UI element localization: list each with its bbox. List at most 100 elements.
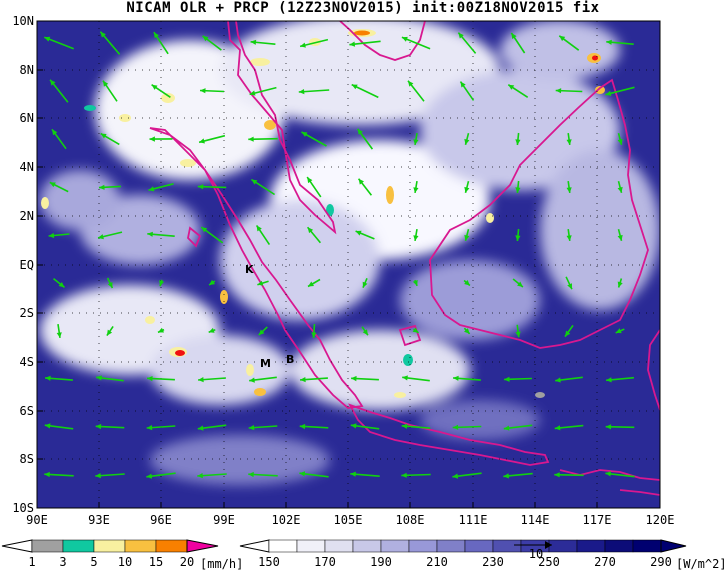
precip-colorbar-label: 20 xyxy=(180,555,194,569)
precip-colorbar xyxy=(1,539,219,553)
wind-arrow xyxy=(200,226,224,244)
olr-colorbar-label: 150 xyxy=(258,555,280,569)
wind-arrow xyxy=(300,377,328,383)
wind-arrow xyxy=(301,131,327,147)
wind-arrow xyxy=(558,35,580,51)
wind-arrow xyxy=(566,132,572,146)
wind-arrow xyxy=(157,327,165,334)
wind-arrow xyxy=(306,226,322,244)
wind-arrow xyxy=(197,184,227,190)
wind-arrow xyxy=(197,424,227,431)
wind-arrow xyxy=(248,471,278,478)
olr-unit-label: [W/m^2] xyxy=(676,557,726,571)
wind-arrow xyxy=(257,280,269,286)
wind-arrow xyxy=(149,136,173,142)
olr-colorbar-swatch xyxy=(296,539,326,553)
wind-arrow xyxy=(512,278,524,288)
wind-arrow xyxy=(199,88,225,94)
y-tick-label: 10N xyxy=(12,14,34,28)
precip-colorbar-arrow-low xyxy=(1,539,33,553)
olr-colorbar-swatch xyxy=(352,539,382,553)
wind-arrow xyxy=(146,472,176,479)
wind-arrow xyxy=(555,88,583,94)
precip-colorbar-arrow-high xyxy=(186,539,219,553)
precip-colorbar-label: 10 xyxy=(118,555,132,569)
wind-arrow xyxy=(311,324,317,338)
wind-arrow xyxy=(258,326,268,336)
wind-arrow xyxy=(459,81,475,101)
wind-arrow xyxy=(413,180,419,194)
wind-arrow xyxy=(350,423,380,430)
wind-arrow xyxy=(515,228,521,242)
wind-arrow xyxy=(106,325,114,337)
wind-arrow xyxy=(412,279,418,287)
wind-arrow xyxy=(97,231,123,240)
olr-colorbar-swatch xyxy=(324,539,354,553)
wind-arrow xyxy=(102,80,118,102)
wind-arrow xyxy=(250,178,276,196)
wind-arrow xyxy=(98,184,122,190)
wind-arrow xyxy=(504,376,532,382)
olr-colorbar-swatch xyxy=(464,539,494,553)
wind-arrow xyxy=(153,31,169,55)
olr-colorbar-swatch xyxy=(604,539,634,553)
wind-arrow xyxy=(507,84,529,98)
olr-colorbar-swatch xyxy=(576,539,606,553)
olr-colorbar-swatch xyxy=(268,539,298,553)
wind-arrow xyxy=(299,38,329,48)
wind-arrow xyxy=(464,180,470,194)
wind-arrow xyxy=(457,32,477,54)
x-tick-label: 108E xyxy=(396,513,425,527)
wind-arrow xyxy=(56,323,62,339)
y-tick-label: 10S xyxy=(12,501,34,515)
precip-colorbar-swatch xyxy=(93,539,126,553)
wind-arrow xyxy=(49,79,69,103)
y-tick-label: 8S xyxy=(20,452,34,466)
wind-arrow xyxy=(452,472,482,479)
y-tick-label: 2S xyxy=(20,306,34,320)
wind-arrow xyxy=(402,375,430,382)
wind-arrow xyxy=(554,424,584,431)
wind-arrow xyxy=(566,228,572,242)
wind-arrow xyxy=(49,181,69,193)
olr-colorbar-swatch xyxy=(632,539,662,553)
wind-arrow xyxy=(617,278,623,288)
olr-colorbar-label: 250 xyxy=(538,555,560,569)
precip-colorbar-label: 5 xyxy=(90,555,97,569)
olr-colorbar-label: 290 xyxy=(650,555,672,569)
wind-arrow xyxy=(350,471,380,477)
figure-title: NICAM OLR + PRCP (12Z23NOV2015) init:00Z… xyxy=(126,0,600,16)
wind-arrow xyxy=(95,473,125,479)
wind-arrow xyxy=(299,471,329,478)
wind-arrow xyxy=(298,89,330,95)
wind-arrow xyxy=(248,136,278,142)
olr-colorbar-label: 230 xyxy=(482,555,504,569)
wind-arrow xyxy=(307,278,321,288)
wind-arrow xyxy=(412,327,419,334)
wind-arrow xyxy=(564,324,574,338)
y-tick-label: 8N xyxy=(20,63,34,77)
wind-arrow xyxy=(510,32,526,54)
wind-arrow xyxy=(45,375,73,381)
wind-arrow xyxy=(554,472,584,478)
wind-arrow xyxy=(617,228,623,242)
y-tick-label: 4N xyxy=(20,160,34,174)
wind-arrow xyxy=(463,327,471,335)
wind-arrow xyxy=(148,183,174,192)
wind-arrow xyxy=(306,176,322,198)
wind-arrow xyxy=(198,134,226,144)
precip-colorbar-swatch xyxy=(31,539,64,553)
wind-arrow xyxy=(362,277,368,289)
olr-colorbar-swatch xyxy=(492,539,522,553)
precip-unit-label: [mm/h] xyxy=(200,557,243,571)
olr-colorbar-swatch xyxy=(380,539,410,553)
wind-arrow xyxy=(100,132,120,146)
wind-arrow xyxy=(96,375,124,382)
wind-vectors xyxy=(44,31,635,479)
olr-colorbar-arrow-high xyxy=(660,539,687,553)
wind-arrow xyxy=(464,228,470,242)
x-tick-label: 93E xyxy=(88,513,110,527)
wind-arrow xyxy=(146,425,176,431)
olr-colorbar-swatch xyxy=(548,539,578,553)
